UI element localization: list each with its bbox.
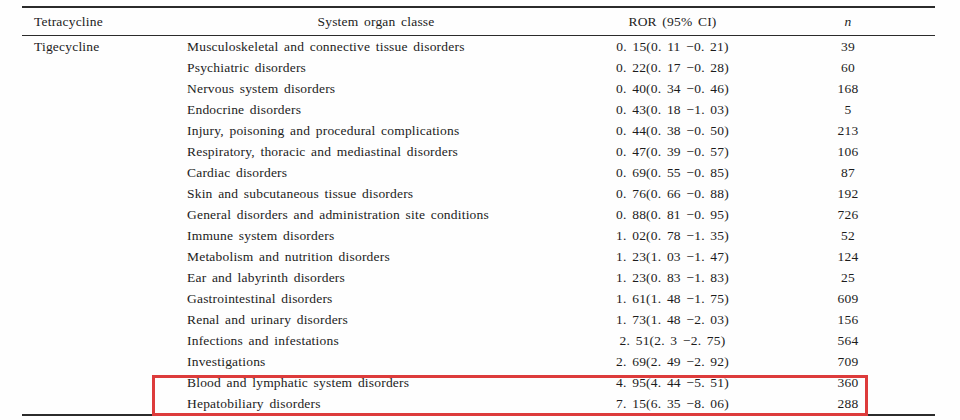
- table-row: Infections and infestations 2. 51(2. 3 −…: [22, 330, 935, 351]
- soc-cell: Blood and lymphatic system disorders: [185, 375, 565, 391]
- n-cell: 5: [780, 102, 916, 118]
- n-cell: 168: [780, 81, 916, 97]
- table-row: Ear and labyrinth disorders 1. 23(0. 83 …: [22, 267, 935, 288]
- ror-cell: 0. 47(0. 39 −0. 57): [565, 144, 780, 160]
- n-cell: 60: [780, 60, 916, 76]
- table-row: Hepatobiliary disorders 7. 15(6. 35 −8. …: [22, 393, 935, 414]
- n-cell: 106: [780, 144, 916, 160]
- n-cell: 156: [780, 312, 916, 328]
- soc-cell: Ear and labyrinth disorders: [185, 270, 565, 286]
- table-row: Tigecycline Musculoskeletal and connecti…: [22, 36, 935, 57]
- ror-cell: 1. 02(0. 78 −1. 35): [565, 228, 780, 244]
- table-row: Investigations 2. 69(2. 49 −2. 92) 709: [22, 351, 935, 372]
- soc-cell: Skin and subcutaneous tissue disorders: [185, 186, 565, 202]
- soc-ror-table: Tetracycline System organ classe ROR (95…: [22, 6, 935, 416]
- soc-cell: Investigations: [185, 354, 565, 370]
- n-cell: 39: [780, 39, 916, 55]
- soc-cell: Hepatobiliary disorders: [185, 396, 565, 412]
- n-cell: 87: [780, 165, 916, 181]
- table-row: Endocrine disorders 0. 43(0. 18 −1. 03) …: [22, 99, 935, 120]
- table-row: Metabolism and nutrition disorders 1. 23…: [22, 246, 935, 267]
- n-cell: 192: [780, 186, 916, 202]
- ror-cell: 0. 88(0. 81 −0. 95): [565, 207, 780, 223]
- ror-cell: 0. 44(0. 38 −0. 50): [565, 123, 780, 139]
- ror-cell: 4. 95(4. 44 −5. 51): [565, 375, 780, 391]
- table-row: Nervous system disorders 0. 40(0. 34 −0.…: [22, 78, 935, 99]
- drug-cell: Tigecycline: [22, 39, 185, 55]
- header-tetracycline: Tetracycline: [22, 14, 185, 30]
- header-ror-ci: ROR (95% CI): [565, 14, 780, 30]
- ror-cell: 0. 76(0. 66 −0. 88): [565, 186, 780, 202]
- soc-cell: Immune system disorders: [185, 228, 565, 244]
- ror-cell: 1. 23(0. 83 −1. 83): [565, 270, 780, 286]
- soc-cell: Endocrine disorders: [185, 102, 565, 118]
- n-cell: 609: [780, 291, 916, 307]
- ror-cell: 7. 15(6. 35 −8. 06): [565, 396, 780, 412]
- soc-cell: Psychiatric disorders: [185, 60, 565, 76]
- ror-cell: 0. 15(0. 11 −0. 21): [565, 39, 780, 55]
- ror-cell: 2. 51(2. 3 −2. 75): [565, 333, 780, 349]
- soc-cell: Injury, poisoning and procedural complic…: [185, 123, 565, 139]
- soc-cell: Respiratory, thoracic and mediastinal di…: [185, 144, 565, 160]
- soc-cell: Nervous system disorders: [185, 81, 565, 97]
- ror-cell: 2. 69(2. 49 −2. 92): [565, 354, 780, 370]
- table-header-row: Tetracycline System organ classe ROR (95…: [22, 8, 935, 36]
- n-cell: 288: [780, 396, 916, 412]
- soc-cell: General disorders and administration sit…: [185, 207, 565, 223]
- n-cell: 52: [780, 228, 916, 244]
- table-row: Gastrointestinal disorders 1. 61(1. 48 −…: [22, 288, 935, 309]
- table-row: Immune system disorders 1. 02(0. 78 −1. …: [22, 225, 935, 246]
- ror-cell: 1. 23(1. 03 −1. 47): [565, 249, 780, 265]
- ror-cell: 0. 22(0. 17 −0. 28): [565, 60, 780, 76]
- ror-cell: 1. 61(1. 48 −1. 75): [565, 291, 780, 307]
- n-cell: 124: [780, 249, 916, 265]
- soc-cell: Cardiac disorders: [185, 165, 565, 181]
- n-cell: 360: [780, 375, 916, 391]
- ror-cell: 0. 69(0. 55 −0. 85): [565, 165, 780, 181]
- table-row: Blood and lymphatic system disorders 4. …: [22, 372, 935, 393]
- header-n: n: [780, 14, 916, 30]
- ror-cell: 1. 73(1. 48 −2. 03): [565, 312, 780, 328]
- table-row: Renal and urinary disorders 1. 73(1. 48 …: [22, 309, 935, 330]
- soc-cell: Metabolism and nutrition disorders: [185, 249, 565, 265]
- ror-cell: 0. 40(0. 34 −0. 46): [565, 81, 780, 97]
- soc-cell: Gastrointestinal disorders: [185, 291, 565, 307]
- table-row: Cardiac disorders 0. 69(0. 55 −0. 85) 87: [22, 162, 935, 183]
- soc-cell: Renal and urinary disorders: [185, 312, 565, 328]
- paper-table-page: Tetracycline System organ classe ROR (95…: [0, 0, 960, 420]
- table-row: General disorders and administration sit…: [22, 204, 935, 225]
- soc-cell: Infections and infestations: [185, 333, 565, 349]
- n-cell: 709: [780, 354, 916, 370]
- n-cell: 25: [780, 270, 916, 286]
- ror-cell: 0. 43(0. 18 −1. 03): [565, 102, 780, 118]
- soc-cell: Musculoskeletal and connective tissue di…: [185, 39, 565, 55]
- table-row: Skin and subcutaneous tissue disorders 0…: [22, 183, 935, 204]
- table-row: Respiratory, thoracic and mediastinal di…: [22, 141, 935, 162]
- header-system-organ-class: System organ classe: [185, 14, 565, 30]
- table-row: Psychiatric disorders 0. 22(0. 17 −0. 28…: [22, 57, 935, 78]
- n-cell: 726: [780, 207, 916, 223]
- n-cell: 564: [780, 333, 916, 349]
- n-cell: 213: [780, 123, 916, 139]
- table-row: Injury, poisoning and procedural complic…: [22, 120, 935, 141]
- table-body: Tigecycline Musculoskeletal and connecti…: [22, 36, 935, 416]
